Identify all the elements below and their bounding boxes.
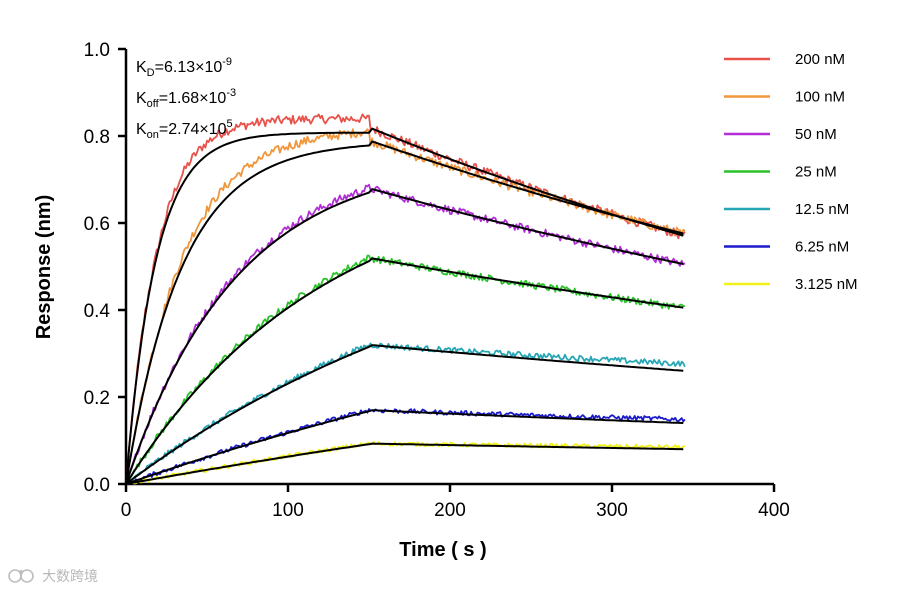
fit-line-4 bbox=[125, 344, 684, 485]
legend-label: 3.125 nM bbox=[795, 276, 858, 293]
y-ticks: 0.0 0.2 0.4 0.6 0.8 1.0 bbox=[84, 40, 126, 496]
fit-line-3 bbox=[125, 257, 684, 485]
kon-annotation: Kon=2.74×105 bbox=[136, 118, 233, 141]
y-axis-title: Response (nm) bbox=[33, 195, 55, 339]
fit-line-6 bbox=[125, 442, 684, 485]
y-tick-label: 0.4 bbox=[84, 301, 111, 322]
y-tick-label: 0.6 bbox=[84, 214, 110, 235]
x-tick-label: 200 bbox=[434, 500, 466, 521]
fit-line-1 bbox=[125, 140, 684, 485]
fit-line-0 bbox=[125, 127, 684, 485]
series-line-2 bbox=[125, 183, 686, 485]
fit-line-5 bbox=[125, 409, 684, 485]
series-line-3 bbox=[125, 254, 685, 485]
koff-annotation: Koff=1.68×10-3 bbox=[136, 87, 236, 110]
series-layer bbox=[125, 113, 686, 485]
x-axis-title: Time ( s ) bbox=[399, 539, 486, 561]
x-tick-label: 300 bbox=[596, 500, 628, 521]
y-tick-label: 0.0 bbox=[84, 475, 110, 496]
legend-label: 200 nM bbox=[795, 51, 845, 68]
kinetic-constants: KD=6.13×10-9 Koff=1.68×10-3 Kon=2.74×105 bbox=[136, 56, 236, 141]
logo-icon bbox=[8, 569, 34, 583]
legend-label: 50 nM bbox=[795, 126, 837, 143]
legend-label: 25 nM bbox=[795, 164, 837, 181]
kd-annotation: KD=6.13×10-9 bbox=[136, 56, 232, 79]
watermark: 大数跨境 bbox=[8, 566, 98, 586]
y-tick-label: 0.8 bbox=[84, 127, 110, 148]
x-tick-label: 400 bbox=[758, 500, 790, 521]
legend-label: 12.5 nM bbox=[795, 201, 849, 218]
fit-line-2 bbox=[125, 187, 684, 485]
series-line-1 bbox=[125, 128, 686, 485]
y-tick-label: 0.2 bbox=[84, 388, 110, 409]
watermark-text: 大数跨境 bbox=[42, 569, 98, 585]
legend-label: 100 nM bbox=[795, 89, 845, 106]
x-tick-label: 0 bbox=[121, 500, 132, 521]
legend: 200 nM 100 nM 50 nM 25 nM 12.5 nM 6.25 nM 3.12… bbox=[724, 51, 858, 293]
x-ticks: 0 100 200 300 400 bbox=[121, 484, 790, 521]
fit-layer bbox=[125, 127, 684, 485]
y-tick-label: 1.0 bbox=[84, 40, 110, 61]
legend-label: 6.25 nM bbox=[795, 239, 849, 256]
x-tick-label: 100 bbox=[272, 500, 304, 521]
